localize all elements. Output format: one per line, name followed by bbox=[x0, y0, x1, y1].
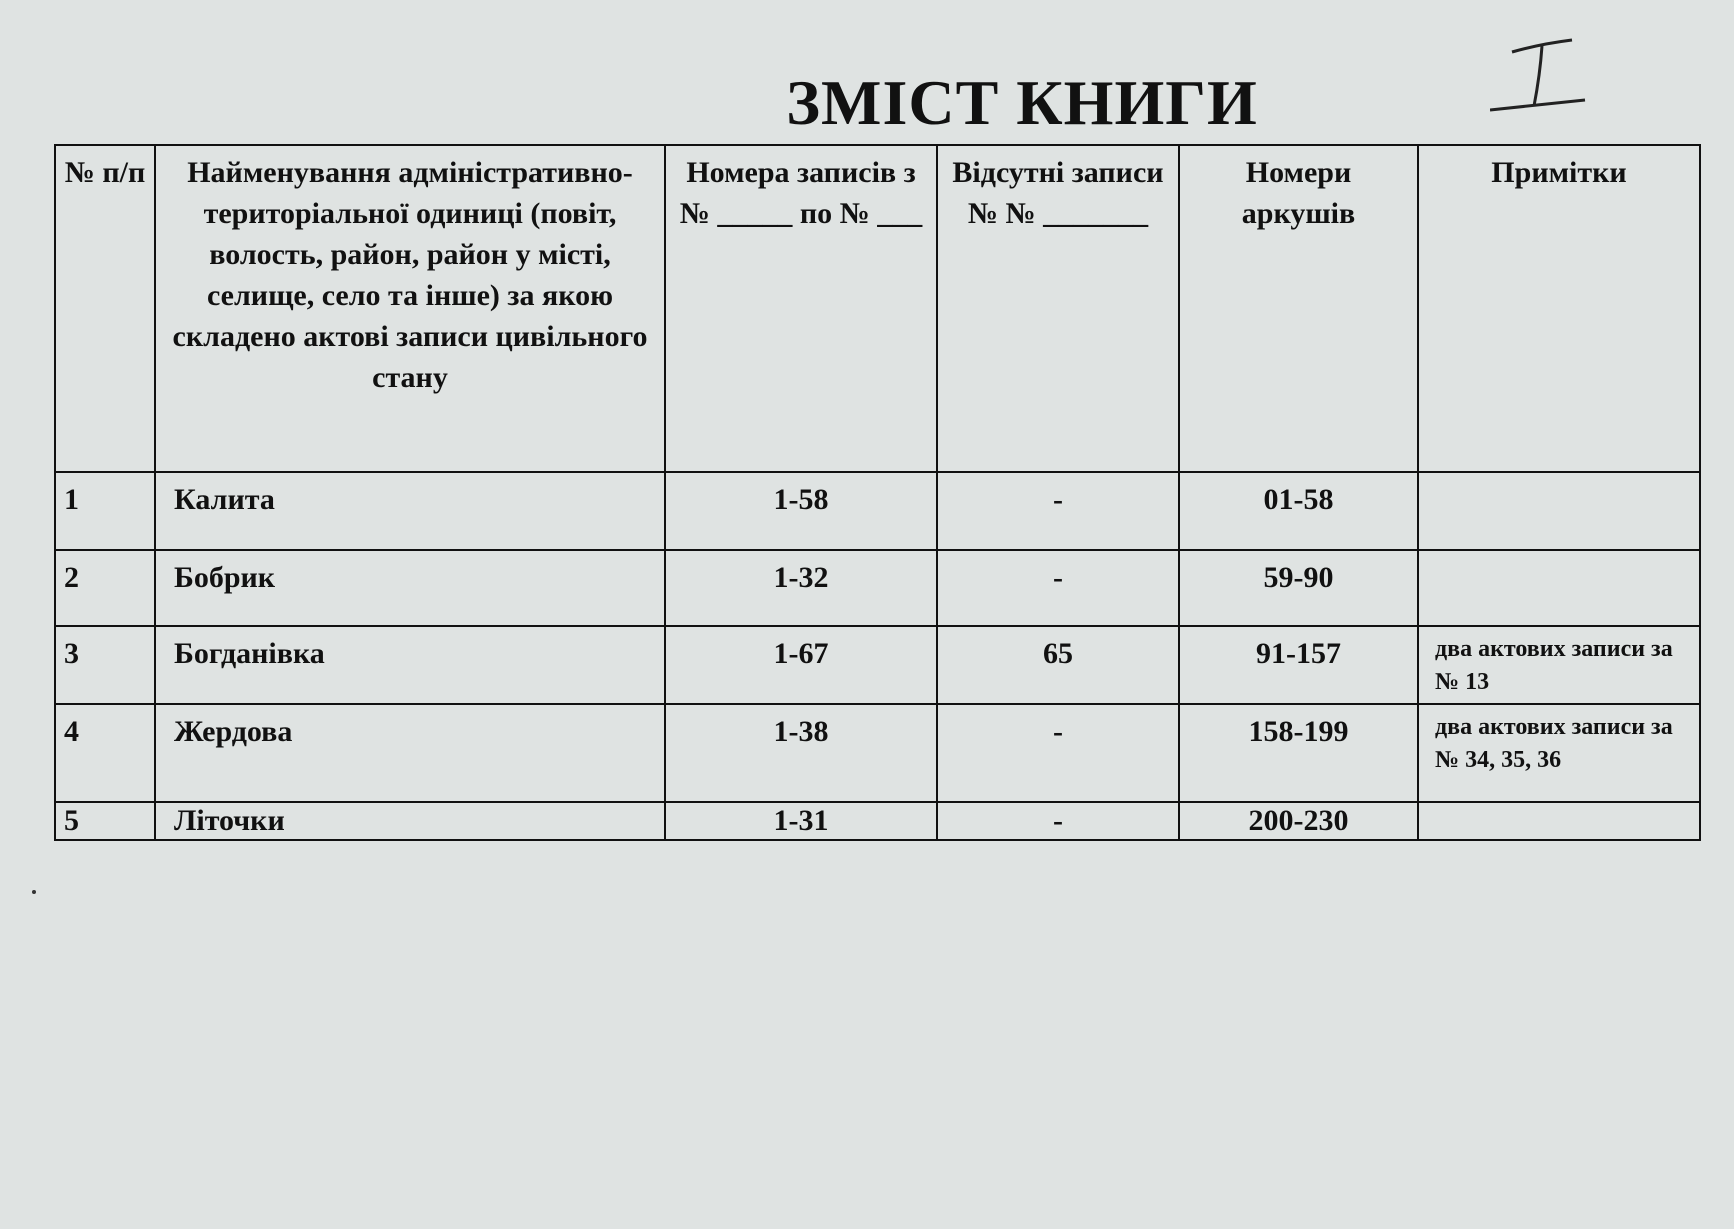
cell-sheets: 200-230 bbox=[1178, 801, 1419, 841]
cell-notes bbox=[1417, 549, 1701, 627]
header-missing-records: Відсутні записи № № _______ bbox=[936, 144, 1180, 473]
cell-records: 1-67 bbox=[664, 625, 938, 705]
cell-number: 4 bbox=[54, 703, 156, 803]
table-row: 1 Калита 1-58 - 01-58 bbox=[54, 471, 1701, 551]
cell-records: 1-32 bbox=[664, 549, 938, 627]
cell-name: Літочки bbox=[154, 801, 666, 841]
cell-notes bbox=[1417, 471, 1701, 551]
header-number: № п/п bbox=[54, 144, 156, 473]
header-sheet-numbers: Номери аркушів bbox=[1178, 144, 1419, 473]
cell-name: Бобрик bbox=[154, 549, 666, 627]
cell-sheets: 01-58 bbox=[1178, 471, 1419, 551]
cell-records: 1-38 bbox=[664, 703, 938, 803]
cell-missing: - bbox=[936, 471, 1180, 551]
table-row: 5 Літочки 1-31 - 200-230 bbox=[54, 801, 1701, 841]
cell-number: 3 bbox=[54, 625, 156, 705]
cell-number: 1 bbox=[54, 471, 156, 551]
handwritten-roman-numeral-mark bbox=[1490, 38, 1586, 112]
contents-table: № п/п Найменування адміністративно-терит… bbox=[54, 144, 1701, 841]
page-title: ЗМІСТ КНИГИ bbox=[786, 67, 1258, 138]
header-record-numbers: Номера записів з № _____ по № ___ bbox=[664, 144, 938, 473]
cell-records: 1-58 bbox=[664, 471, 938, 551]
table-row: 3 Богданівка 1-67 65 91-157 два актових … bbox=[54, 625, 1701, 705]
header-unit-name: Найменування адміністративно-територіаль… bbox=[154, 144, 666, 473]
cell-sheets: 91-157 bbox=[1178, 625, 1419, 705]
cell-sheets: 59-90 bbox=[1178, 549, 1419, 627]
cell-notes: два актових записи за № 13 bbox=[1417, 625, 1701, 705]
cell-sheets: 158-199 bbox=[1178, 703, 1419, 803]
cell-name: Жердова bbox=[154, 703, 666, 803]
cell-missing: 65 bbox=[936, 625, 1180, 705]
table-row: 4 Жердова 1-38 - 158-199 два актових зап… bbox=[54, 703, 1701, 803]
header-notes: Примітки bbox=[1417, 144, 1701, 473]
paper-speck bbox=[32, 890, 36, 894]
cell-missing: - bbox=[936, 549, 1180, 627]
cell-records: 1-31 bbox=[664, 801, 938, 841]
cell-missing: - bbox=[936, 801, 1180, 841]
cell-number: 5 bbox=[54, 801, 156, 841]
cell-name: Богданівка bbox=[154, 625, 666, 705]
table-header-row: № п/п Найменування адміністративно-терит… bbox=[54, 144, 1701, 473]
cell-notes bbox=[1417, 801, 1701, 841]
table-row: 2 Бобрик 1-32 - 59-90 bbox=[54, 549, 1701, 627]
cell-number: 2 bbox=[54, 549, 156, 627]
cell-notes: два актових записи за № 34, 35, 36 bbox=[1417, 703, 1701, 803]
cell-name: Калита bbox=[154, 471, 666, 551]
cell-missing: - bbox=[936, 703, 1180, 803]
